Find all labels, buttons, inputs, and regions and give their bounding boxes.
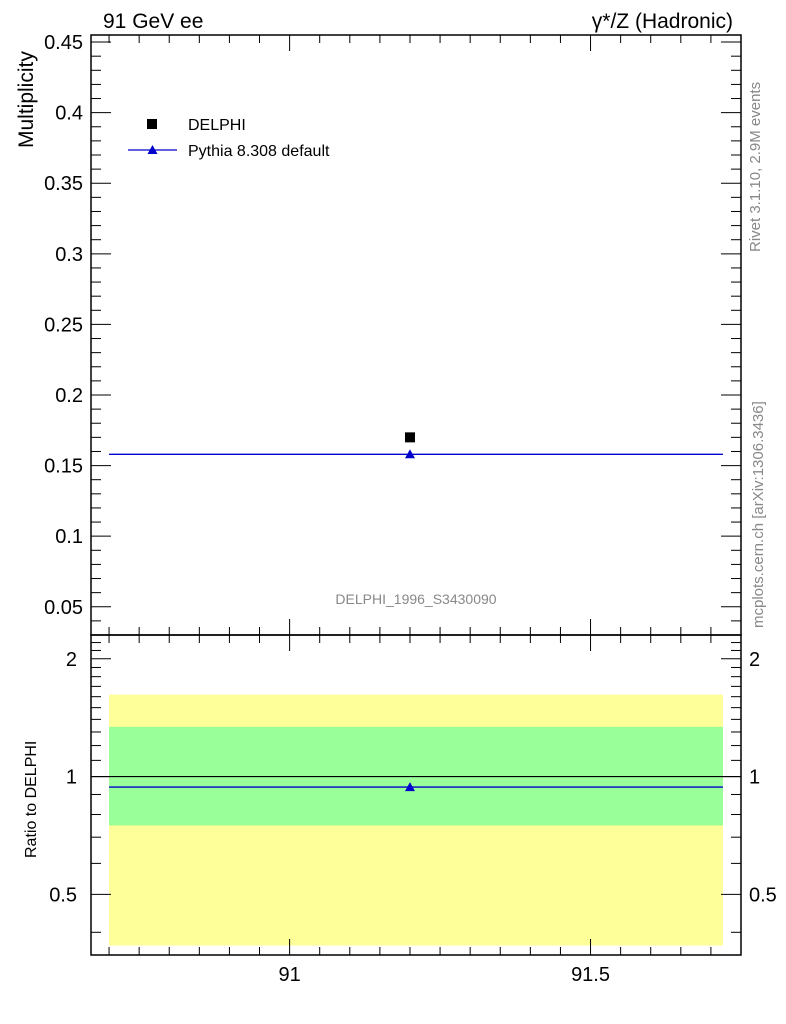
ratio-frame	[90, 634, 742, 956]
ratio-y-axis: 0.5 0.5 1 1 2 2	[49, 642, 777, 933]
ratio-y-tick-label-left: 0.5	[49, 884, 77, 906]
main-y-tick-label: 0.15	[44, 456, 83, 478]
main-plot-area	[109, 432, 723, 459]
pythia-point	[404, 449, 415, 459]
ratio-y-tick-label-right: 1	[749, 767, 760, 789]
x-tick-label: 91.5	[571, 964, 610, 986]
main-x-ticks	[108, 35, 742, 635]
main-y-axis-label: Multiplicity	[15, 51, 38, 148]
legend: DELPHI Pythia 8.308 default	[128, 117, 330, 160]
header-left-label: 91 GeV ee	[103, 10, 203, 33]
rivet-label: Rivet 3.1.10, 2.9M events	[747, 82, 764, 252]
ratio-y-tick-label-left: 1	[66, 767, 77, 789]
legend-label-delphi: DELPHI	[188, 117, 246, 134]
legend-marker-pythia	[147, 145, 158, 154]
main-y-tick-label: 0.45	[44, 32, 83, 54]
legend-label-pythia: Pythia 8.308 default	[188, 143, 330, 160]
pythia-ratio-point	[404, 782, 415, 792]
ratio-y-axis-label: Ratio to DELPHI	[23, 741, 40, 858]
main-y-tick-label: 0.4	[55, 103, 83, 125]
ratio-y-tick-label-left: 2	[66, 649, 77, 671]
main-y-tick-label: 0.3	[55, 244, 83, 266]
header-right-label: γ*/Z (Hadronic)	[592, 10, 733, 33]
main-plot-panel: 0.05 0.1 0.15 0.2 0.25 0.3 0.35 0.4 0.45 Multipl…	[15, 32, 742, 636]
ratio-x-axis: 91 91.5	[108, 635, 742, 986]
main-y-tick-label: 0.2	[55, 385, 83, 407]
x-tick-label: 91	[278, 964, 300, 986]
ratio-y-tick-label-right: 2	[749, 649, 760, 671]
ratio-y-tick-label-right: 0.5	[749, 884, 777, 906]
main-y-tick-label: 0.1	[55, 526, 83, 548]
legend-marker-delphi	[147, 119, 157, 129]
delphi-point	[404, 432, 415, 443]
ratio-plot-area	[91, 694, 741, 946]
source-label: mcplots.cern.ch [arXiv:1306.3436]	[750, 401, 767, 628]
main-y-tick-label: 0.25	[44, 314, 83, 336]
main-y-tick-label: 0.35	[44, 173, 83, 195]
main-y-tick-label: 0.05	[44, 597, 83, 619]
main-y-axis: 0.05 0.1 0.15 0.2 0.25 0.3 0.35 0.4 0.45	[44, 32, 741, 636]
ratio-plot-panel: 0.5 0.5 1 1 2 2 91 91.5 Ratio to DELPHI	[23, 634, 777, 986]
analysis-id-label: DELPHI_1996_S3430090	[335, 591, 496, 607]
